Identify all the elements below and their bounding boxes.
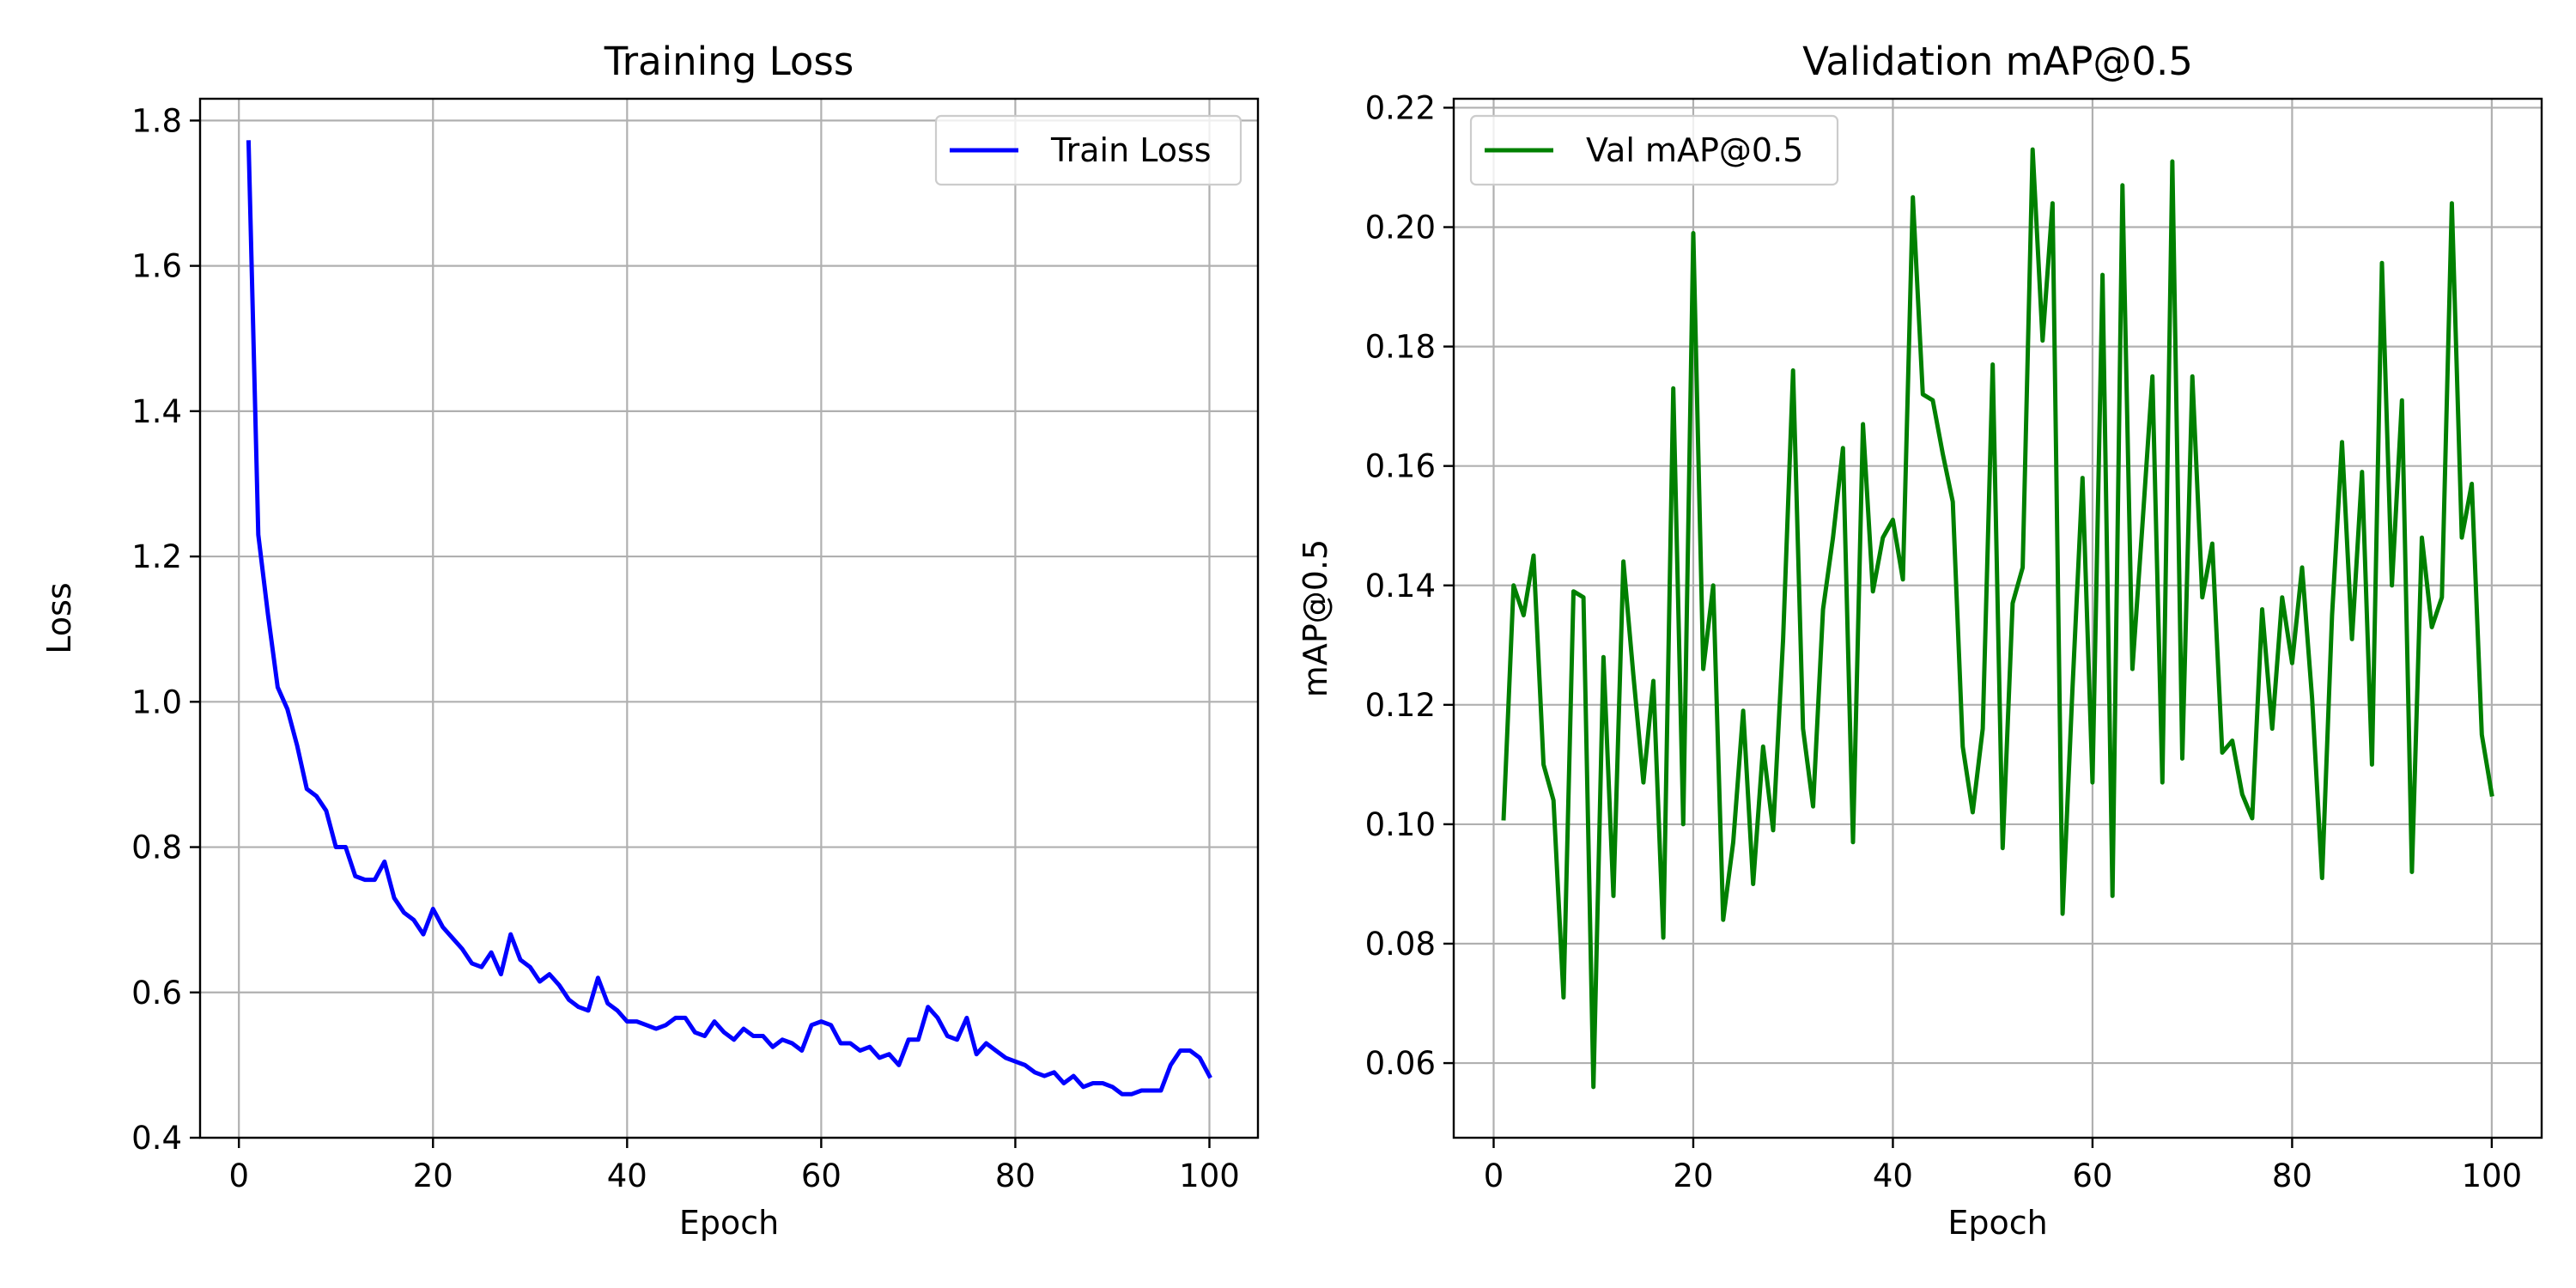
legend: Train Loss — [934, 114, 1242, 186]
x-tick-label: 60 — [801, 1157, 841, 1194]
chart-title: Validation mAP@0.5 — [1802, 39, 2193, 84]
x-axis-label: Epoch — [679, 1204, 779, 1242]
x-tick-label: 0 — [1484, 1157, 1504, 1194]
x-tick-label: 0 — [228, 1157, 249, 1194]
x-tick-label: 60 — [2072, 1157, 2112, 1194]
y-tick-label: 1.2 — [131, 538, 182, 575]
legend-box — [934, 114, 1242, 186]
y-tick-label: 0.18 — [1365, 329, 1436, 366]
x-tick-label: 20 — [413, 1157, 453, 1194]
y-tick-label: 1.4 — [131, 393, 182, 430]
legend-box — [1469, 114, 1839, 186]
plot-frame — [198, 97, 1260, 1139]
y-tick-label: 0.08 — [1365, 926, 1436, 963]
x-tick-label: 40 — [1873, 1157, 1913, 1194]
y-tick-label: 0.06 — [1365, 1045, 1436, 1082]
validation-map-chart: 0 20 40 60 80 100 0.06 0.08 0.10 0.12 0.14 0.16 0.18… — [1297, 39, 2543, 1242]
y-tick-label: 0.12 — [1365, 687, 1436, 724]
legend: Val mAP@0.5 — [1469, 114, 1839, 186]
y-tick-label: 0.22 — [1365, 89, 1436, 126]
x-tick-label: 100 — [1179, 1157, 1240, 1194]
y-tick-label: 0.8 — [131, 829, 182, 866]
y-tick-label: 0.16 — [1365, 448, 1436, 485]
x-tick-label: 80 — [995, 1157, 1036, 1194]
legend-label: Train Loss — [1050, 131, 1212, 169]
x-axis-label: Epoch — [1947, 1204, 2047, 1242]
y-tick-label: 0.14 — [1365, 568, 1436, 605]
y-tick-label: 0.6 — [131, 975, 182, 1012]
training-loss-chart: 0 20 40 60 80 100 0.4 0.6 0.8 1.0 1.2 1.4 1.6 1.8 Tra… — [40, 39, 1260, 1242]
y-tick-label: 1.8 — [131, 102, 182, 139]
series-line-0 — [1501, 147, 2494, 1090]
chart-title: Training Loss — [604, 39, 854, 84]
y-axis-label: mAP@0.5 — [1297, 539, 1334, 697]
plot-frame — [1452, 97, 2543, 1139]
x-tick-label: 20 — [1673, 1157, 1713, 1194]
y-tick-label: 1.0 — [131, 683, 182, 720]
x-tick-label: 80 — [2272, 1157, 2312, 1194]
y-tick-label: 0.4 — [131, 1120, 182, 1157]
x-tick-label: 100 — [2462, 1157, 2523, 1194]
legend-label: Val mAP@0.5 — [1586, 131, 1803, 169]
series-line-0 — [246, 140, 1212, 1097]
y-tick-label: 0.20 — [1365, 210, 1436, 246]
y-tick-label: 1.6 — [131, 248, 182, 285]
x-tick-label: 40 — [607, 1157, 647, 1194]
y-axis-label: Loss — [40, 582, 78, 653]
y-tick-label: 0.10 — [1365, 806, 1436, 843]
